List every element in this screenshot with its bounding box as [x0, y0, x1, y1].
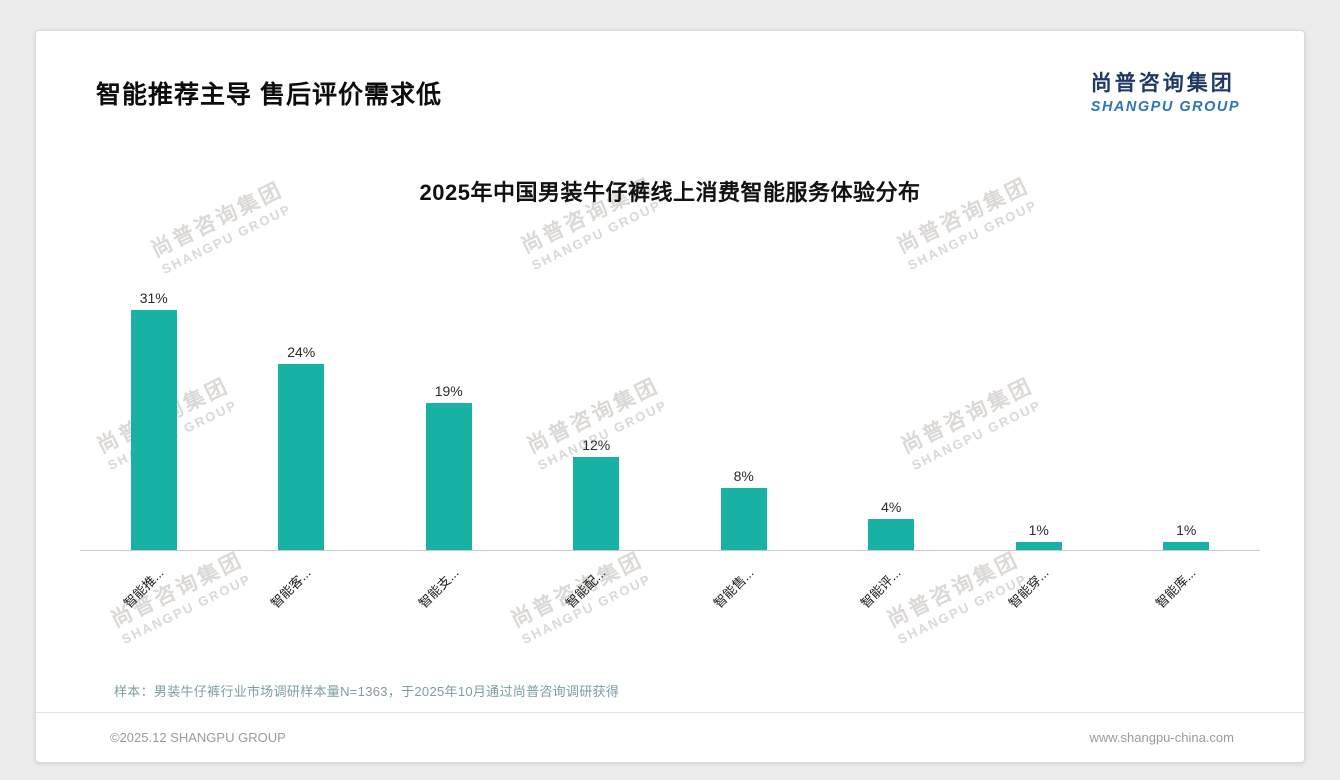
- bar-slot: 1%: [965, 286, 1113, 550]
- copyright-text: ©2025.12 SHANGPU GROUP: [110, 730, 286, 745]
- company-logo: 尚普咨询集团 SHANGPU GROUP: [1091, 67, 1240, 115]
- bar: [1015, 542, 1062, 550]
- chart-title: 2025年中国男装牛仔裤线上消费智能服务体验分布: [419, 180, 921, 205]
- bar-slot: 12%: [523, 286, 671, 550]
- plot-area: 31% 24% 19% 12% 8% 4% 1% 1%: [80, 286, 1260, 551]
- x-axis-label: 智能穿...: [1005, 565, 1052, 611]
- x-label-slot: 智能推...: [80, 551, 228, 663]
- bar-slot: 8%: [670, 286, 818, 550]
- bar-value-label: 19%: [434, 383, 463, 399]
- x-label-slot: 智能售...: [670, 551, 818, 663]
- x-axis-label: 智能配...: [563, 565, 609, 611]
- bar-slot: 1%: [1113, 286, 1261, 550]
- slide-card: 尚普咨询集团 SHANGPU GROUP 尚普咨询集团 SHANGPU GROUP 尚普…: [35, 30, 1305, 763]
- x-axis-label: 智能库...: [1153, 565, 1199, 611]
- bar: [868, 519, 915, 550]
- page-title: 智能推荐主导 售后评价需求低: [96, 81, 442, 109]
- logo-english-name: SHANGPU GROUP: [1090, 99, 1240, 115]
- bar: [720, 488, 767, 550]
- bar-chart: 31% 24% 19% 12% 8% 4% 1% 1% 智能推... 智能客... 智能支... 智…: [80, 286, 1260, 663]
- bar: [1163, 542, 1210, 550]
- x-axis-label: 智能客...: [268, 565, 314, 611]
- slide-header: 智能推荐主导 售后评价需求低 尚普咨询集团 SHANGPU GROUP: [36, 72, 1304, 115]
- bar-value-label: 24%: [287, 344, 316, 360]
- bar-value-label: 1%: [1028, 522, 1049, 538]
- bar-value-label: 31%: [139, 290, 168, 306]
- bar-slot: 31%: [80, 286, 228, 550]
- bar: [278, 364, 325, 550]
- bar-slot: 24%: [228, 286, 376, 550]
- website-text: www.shangpu-china.com: [1089, 730, 1234, 745]
- bar-slot: 19%: [375, 286, 523, 550]
- x-label-slot: 智能评...: [818, 551, 966, 663]
- footer-bar: ©2025.12 SHANGPU GROUP www.shangpu-china…: [36, 712, 1304, 762]
- logo-chinese-name: 尚普咨询集团: [1090, 72, 1235, 95]
- bar-value-label: 8%: [733, 468, 754, 484]
- bar-value-label: 12%: [582, 437, 611, 453]
- x-label-slot: 智能支...: [375, 551, 523, 663]
- x-label-slot: 智能穿...: [965, 551, 1113, 663]
- bar-value-label: 4%: [881, 499, 902, 515]
- x-axis-label: 智能支...: [415, 565, 462, 611]
- x-label-slot: 智能客...: [228, 551, 376, 663]
- x-axis-labels: 智能推... 智能客... 智能支... 智能配... 智能售... 智能评... 智能穿.…: [80, 551, 1260, 663]
- bar-value-label: 1%: [1176, 522, 1197, 538]
- bar: [130, 310, 177, 550]
- bar: [425, 403, 472, 550]
- x-label-slot: 智能配...: [523, 551, 671, 663]
- x-axis-label: 智能推...: [120, 565, 167, 611]
- x-axis-label: 智能售...: [710, 565, 757, 611]
- x-axis-label: 智能评...: [858, 565, 904, 611]
- bar-slot: 4%: [818, 286, 966, 550]
- x-label-slot: 智能库...: [1113, 551, 1261, 663]
- sample-note: 样本：男装牛仔裤行业市场调研样本量N=1363，于2025年10月通过尚普咨询调…: [114, 684, 620, 699]
- bar: [573, 457, 620, 550]
